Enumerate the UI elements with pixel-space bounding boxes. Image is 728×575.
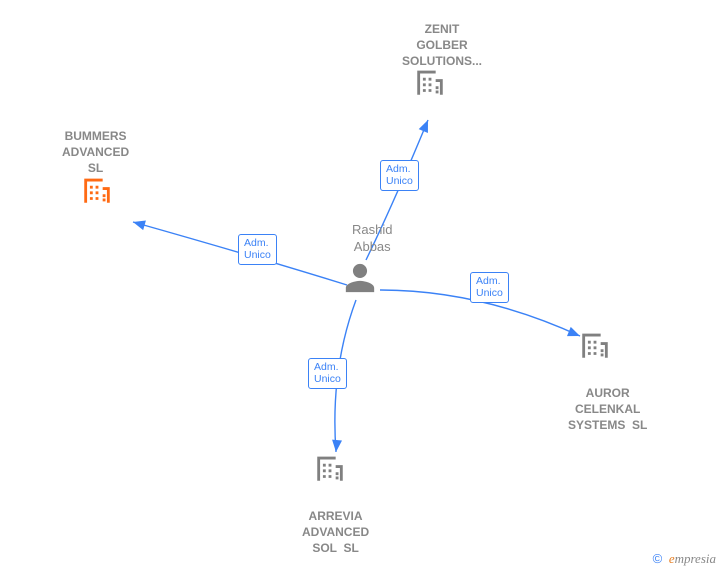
person-icon (343, 260, 377, 296)
company-node-bummers[interactable] (80, 173, 114, 212)
company-label-auror: AUROR CELENKAL SYSTEMS SL (568, 385, 647, 434)
arrowhead-icon (419, 118, 433, 133)
company-node-arrevia[interactable] (313, 451, 347, 490)
company-label-bummers: BUMMERS ADVANCED SL (62, 128, 129, 177)
center-person-label: Rashid Abbas (352, 222, 392, 256)
copyright-symbol: © (653, 551, 663, 566)
company-node-zenit[interactable] (413, 65, 447, 104)
edge-label-arrevia: Adm. Unico (308, 358, 347, 389)
company-label-zenit: ZENIT GOLBER SOLUTIONS... (402, 21, 482, 70)
company-label-arrevia: ARREVIA ADVANCED SOL SL (302, 508, 369, 557)
building-icon (413, 65, 447, 99)
edge-label-auror: Adm. Unico (470, 272, 509, 303)
footer-attribution: © empresia (653, 551, 716, 567)
building-icon (313, 451, 347, 485)
arrowhead-icon (132, 217, 146, 230)
building-icon (578, 328, 612, 362)
network-canvas: Rashid Abbas BUMMERS ADVANCED SL ZENIT G… (0, 0, 728, 575)
building-icon (80, 173, 114, 207)
edge-label-bummers: Adm. Unico (238, 234, 277, 265)
center-person-node[interactable] (343, 260, 377, 301)
brand-rest: mpresia (675, 551, 716, 566)
edge-label-zenit: Adm. Unico (380, 160, 419, 191)
company-node-auror[interactable] (578, 328, 612, 367)
